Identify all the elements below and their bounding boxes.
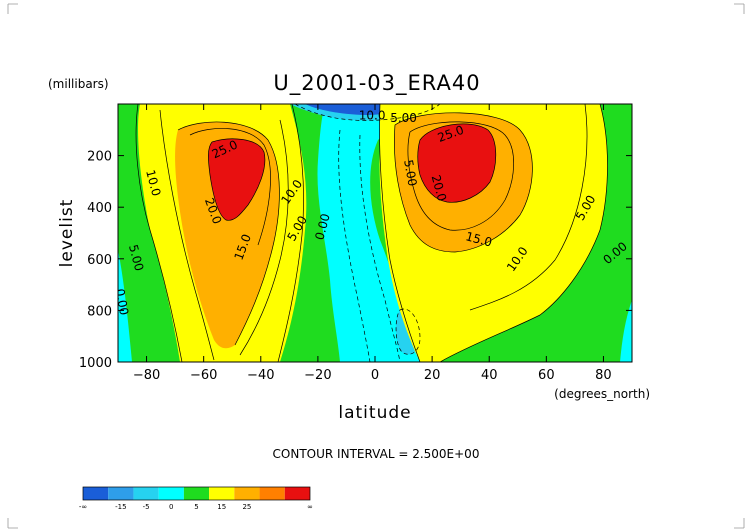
- x-tick-label: 20: [424, 368, 441, 383]
- contour-label: 0.00: [113, 288, 131, 317]
- colorbar: -∞ -15 -5 0 5 15 25 ∞: [79, 486, 313, 511]
- band-negative-left-surface: [118, 250, 132, 362]
- x-tick-label: 40: [481, 368, 498, 383]
- colorbar-label: ∞: [307, 503, 313, 511]
- band-negative: [317, 104, 428, 362]
- x-axis-units: (degrees_north): [554, 387, 650, 401]
- colorbar-label: 25: [242, 503, 251, 511]
- band-sh-25: [208, 138, 265, 221]
- negative-contour-lines: [294, 104, 441, 362]
- contour-labels: 25.020.015.010.0 10.05.005.00 0.000.0010.0…: [113, 108, 630, 317]
- crop-marks: [7, 3, 745, 529]
- x-tick-label: 80: [595, 368, 612, 383]
- colorbar-swatch: [284, 487, 310, 500]
- y-axis: 200 400 600 800 1000: [79, 150, 632, 371]
- x-tick-label: −60: [190, 368, 217, 383]
- y-axis-label: levelist: [57, 199, 77, 268]
- colorbar-label: 0: [169, 503, 173, 511]
- colorbar-swatch: [133, 487, 159, 500]
- colorbar-swatch: [158, 487, 184, 500]
- x-tick-label: 0: [371, 368, 379, 383]
- contour-lines: [135, 104, 608, 362]
- contour-label: 20.0: [429, 173, 449, 202]
- contour-label: 0.00: [312, 212, 332, 241]
- colorbar-label: -15: [115, 503, 126, 511]
- x-axis: −80 −60 −40 −20 0 20 40 60 80: [133, 104, 612, 383]
- colorbar-swatch: [234, 487, 260, 500]
- colorbar-swatch: [259, 487, 285, 500]
- colorbar-swatch: [83, 487, 109, 500]
- x-tick-label: −40: [247, 368, 274, 383]
- y-tick-label: 200: [87, 150, 112, 165]
- contour-label: 10.0: [359, 108, 386, 122]
- colorbar-label: 15: [217, 503, 226, 511]
- colorbar-swatch: [108, 487, 134, 500]
- band-negative-right-edge: [620, 300, 632, 362]
- colorbar-label: -∞: [79, 503, 87, 511]
- y-tick-label: 600: [87, 253, 112, 268]
- band-nh-25: [417, 123, 496, 203]
- x-axis-label: latitude: [338, 403, 411, 423]
- contour-label: 5.00: [126, 243, 146, 272]
- colorbar-label: 5: [194, 503, 198, 511]
- contour-label: 10.0: [143, 168, 163, 197]
- colorbar-label: -5: [143, 503, 150, 511]
- contour-label: 5.00: [390, 111, 417, 125]
- x-tick-label: 60: [538, 368, 555, 383]
- colorbar-frame: [82, 486, 311, 501]
- colorbar-swatch: [209, 487, 235, 500]
- y-tick-label: 1000: [79, 356, 112, 371]
- contour-label: 5.00: [401, 159, 419, 188]
- y-tick-label: 800: [87, 304, 112, 319]
- contour-label: 15.0: [464, 229, 493, 249]
- y-axis-units: (millibars): [48, 77, 109, 91]
- colorbar-swatch: [183, 487, 210, 500]
- y-tick-label: 400: [87, 201, 112, 216]
- contour-interval-text: CONTOUR INTERVAL = 2.500E+00: [273, 447, 480, 461]
- x-tick-label: −20: [304, 368, 331, 383]
- contour-plot-area: 25.020.015.010.0 10.05.005.00 0.000.0010.0…: [113, 104, 632, 362]
- chart-title: U_2001-03_ERA40: [273, 71, 480, 96]
- x-tick-label: −80: [133, 368, 160, 383]
